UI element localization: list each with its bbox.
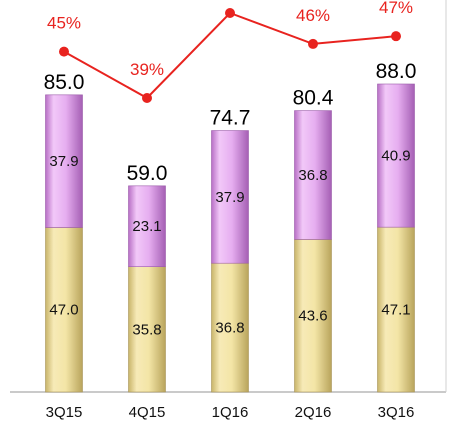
line-label-4Q15: 39%: [130, 60, 164, 79]
bar-segment-2Q16-1: [294, 239, 332, 393]
total-label-3Q15: 85.0: [44, 71, 85, 94]
line-label-3Q15: 45%: [47, 14, 81, 33]
x-tick-1Q16: 1Q16: [212, 404, 249, 421]
total-label-4Q15: 59.0: [127, 162, 168, 185]
percentage-line-group: [59, 8, 401, 103]
x-tick-3Q15: 3Q15: [46, 404, 83, 421]
segment-label-2Q16-1: 43.6: [298, 308, 327, 325]
labels-group: 47.0 37.9 85.0 3Q15 35.8 23.1 59.0 4Q15 36.8 37.9…: [44, 0, 417, 421]
line-point-4Q15: [142, 93, 152, 103]
bar-segment-3Q16-2: [377, 83, 415, 228]
percentage-line: [63, 11, 397, 100]
x-tick-2Q16: 2Q16: [295, 404, 332, 421]
line-point-1Q16: [225, 8, 235, 18]
segment-label-4Q15-2: 23.1: [132, 218, 161, 235]
bar-segment-4Q15-1: [128, 266, 166, 393]
segment-label-1Q16-1: 36.8: [215, 320, 244, 337]
line-point-2Q16: [308, 38, 318, 49]
bar-segment-1Q16-2: [211, 130, 249, 264]
bar-segment-3Q15-2: [45, 94, 83, 228]
segment-label-3Q16-1: 47.1: [381, 302, 410, 319]
bar-segment-4Q15-2: [128, 185, 166, 268]
bar-segment-1Q16-1: [211, 262, 249, 393]
segment-label-2Q16-2: 36.8: [298, 167, 327, 184]
total-label-3Q16: 88.0: [376, 60, 417, 83]
x-tick-4Q15: 4Q15: [129, 404, 166, 421]
total-label-1Q16: 74.7: [210, 107, 251, 130]
segment-label-3Q15-2: 37.9: [49, 153, 78, 170]
segment-label-3Q16-2: 40.9: [381, 148, 410, 165]
line-label-3Q16: 47%: [379, 0, 413, 17]
line-point-3Q16: [391, 31, 401, 42]
segment-label-3Q15-1: 47.0: [49, 302, 78, 319]
total-label-2Q16: 80.4: [293, 87, 334, 110]
bar-segment-3Q16-1: [377, 226, 415, 393]
line-point-3Q15: [59, 46, 69, 57]
bar-segment-3Q15-1: [45, 227, 83, 393]
bar-segment-2Q16-2: [294, 110, 332, 240]
segment-label-4Q15-1: 35.8: [132, 321, 161, 338]
bars-group: [45, 83, 415, 393]
segment-label-1Q16-2: 37.9: [215, 189, 244, 206]
line-label-2Q16: 46%: [296, 6, 330, 25]
x-tick-3Q16: 3Q16: [378, 404, 415, 421]
